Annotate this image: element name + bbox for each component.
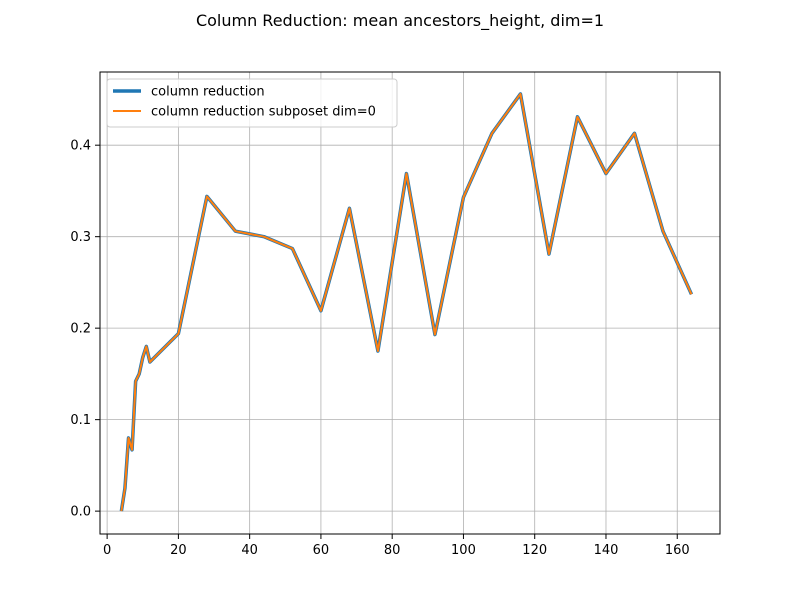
y-tick-label: 0.2 bbox=[70, 322, 91, 337]
x-tick-label: 20 bbox=[170, 543, 187, 558]
y-tick-label: 0.0 bbox=[70, 505, 91, 520]
y-tick-label: 0.4 bbox=[70, 139, 91, 154]
grid-layer bbox=[100, 72, 720, 534]
x-tick-label: 60 bbox=[313, 543, 330, 558]
legend-label-1: column reduction bbox=[151, 85, 265, 100]
x-tick-label: 160 bbox=[665, 543, 690, 558]
x-tick-label: 100 bbox=[451, 543, 476, 558]
plot-frame bbox=[99, 71, 721, 535]
chart-title: Column Reduction: mean ancestors_height,… bbox=[196, 11, 604, 31]
legend-box bbox=[106, 78, 398, 128]
y-tick-label: 0.1 bbox=[70, 413, 91, 428]
y-tick-label: 0.3 bbox=[70, 230, 91, 245]
legend: column reduction column reduction subpose… bbox=[106, 78, 398, 128]
x-tick-label: 0 bbox=[103, 543, 111, 558]
legend-label-2: column reduction subposet dim=0 bbox=[151, 105, 376, 120]
x-tick-label: 40 bbox=[241, 543, 258, 558]
series-line-2 bbox=[120, 92, 693, 512]
x-tick-label: 140 bbox=[594, 543, 619, 558]
x-tick-label: 120 bbox=[522, 543, 547, 558]
ticks-layer: 0 20 40 60 80 100 120 140 160 0.0 0.1 0.2 0.3 0.4 bbox=[70, 139, 689, 558]
series-layer bbox=[119, 92, 694, 512]
x-tick-label: 80 bbox=[384, 543, 401, 558]
